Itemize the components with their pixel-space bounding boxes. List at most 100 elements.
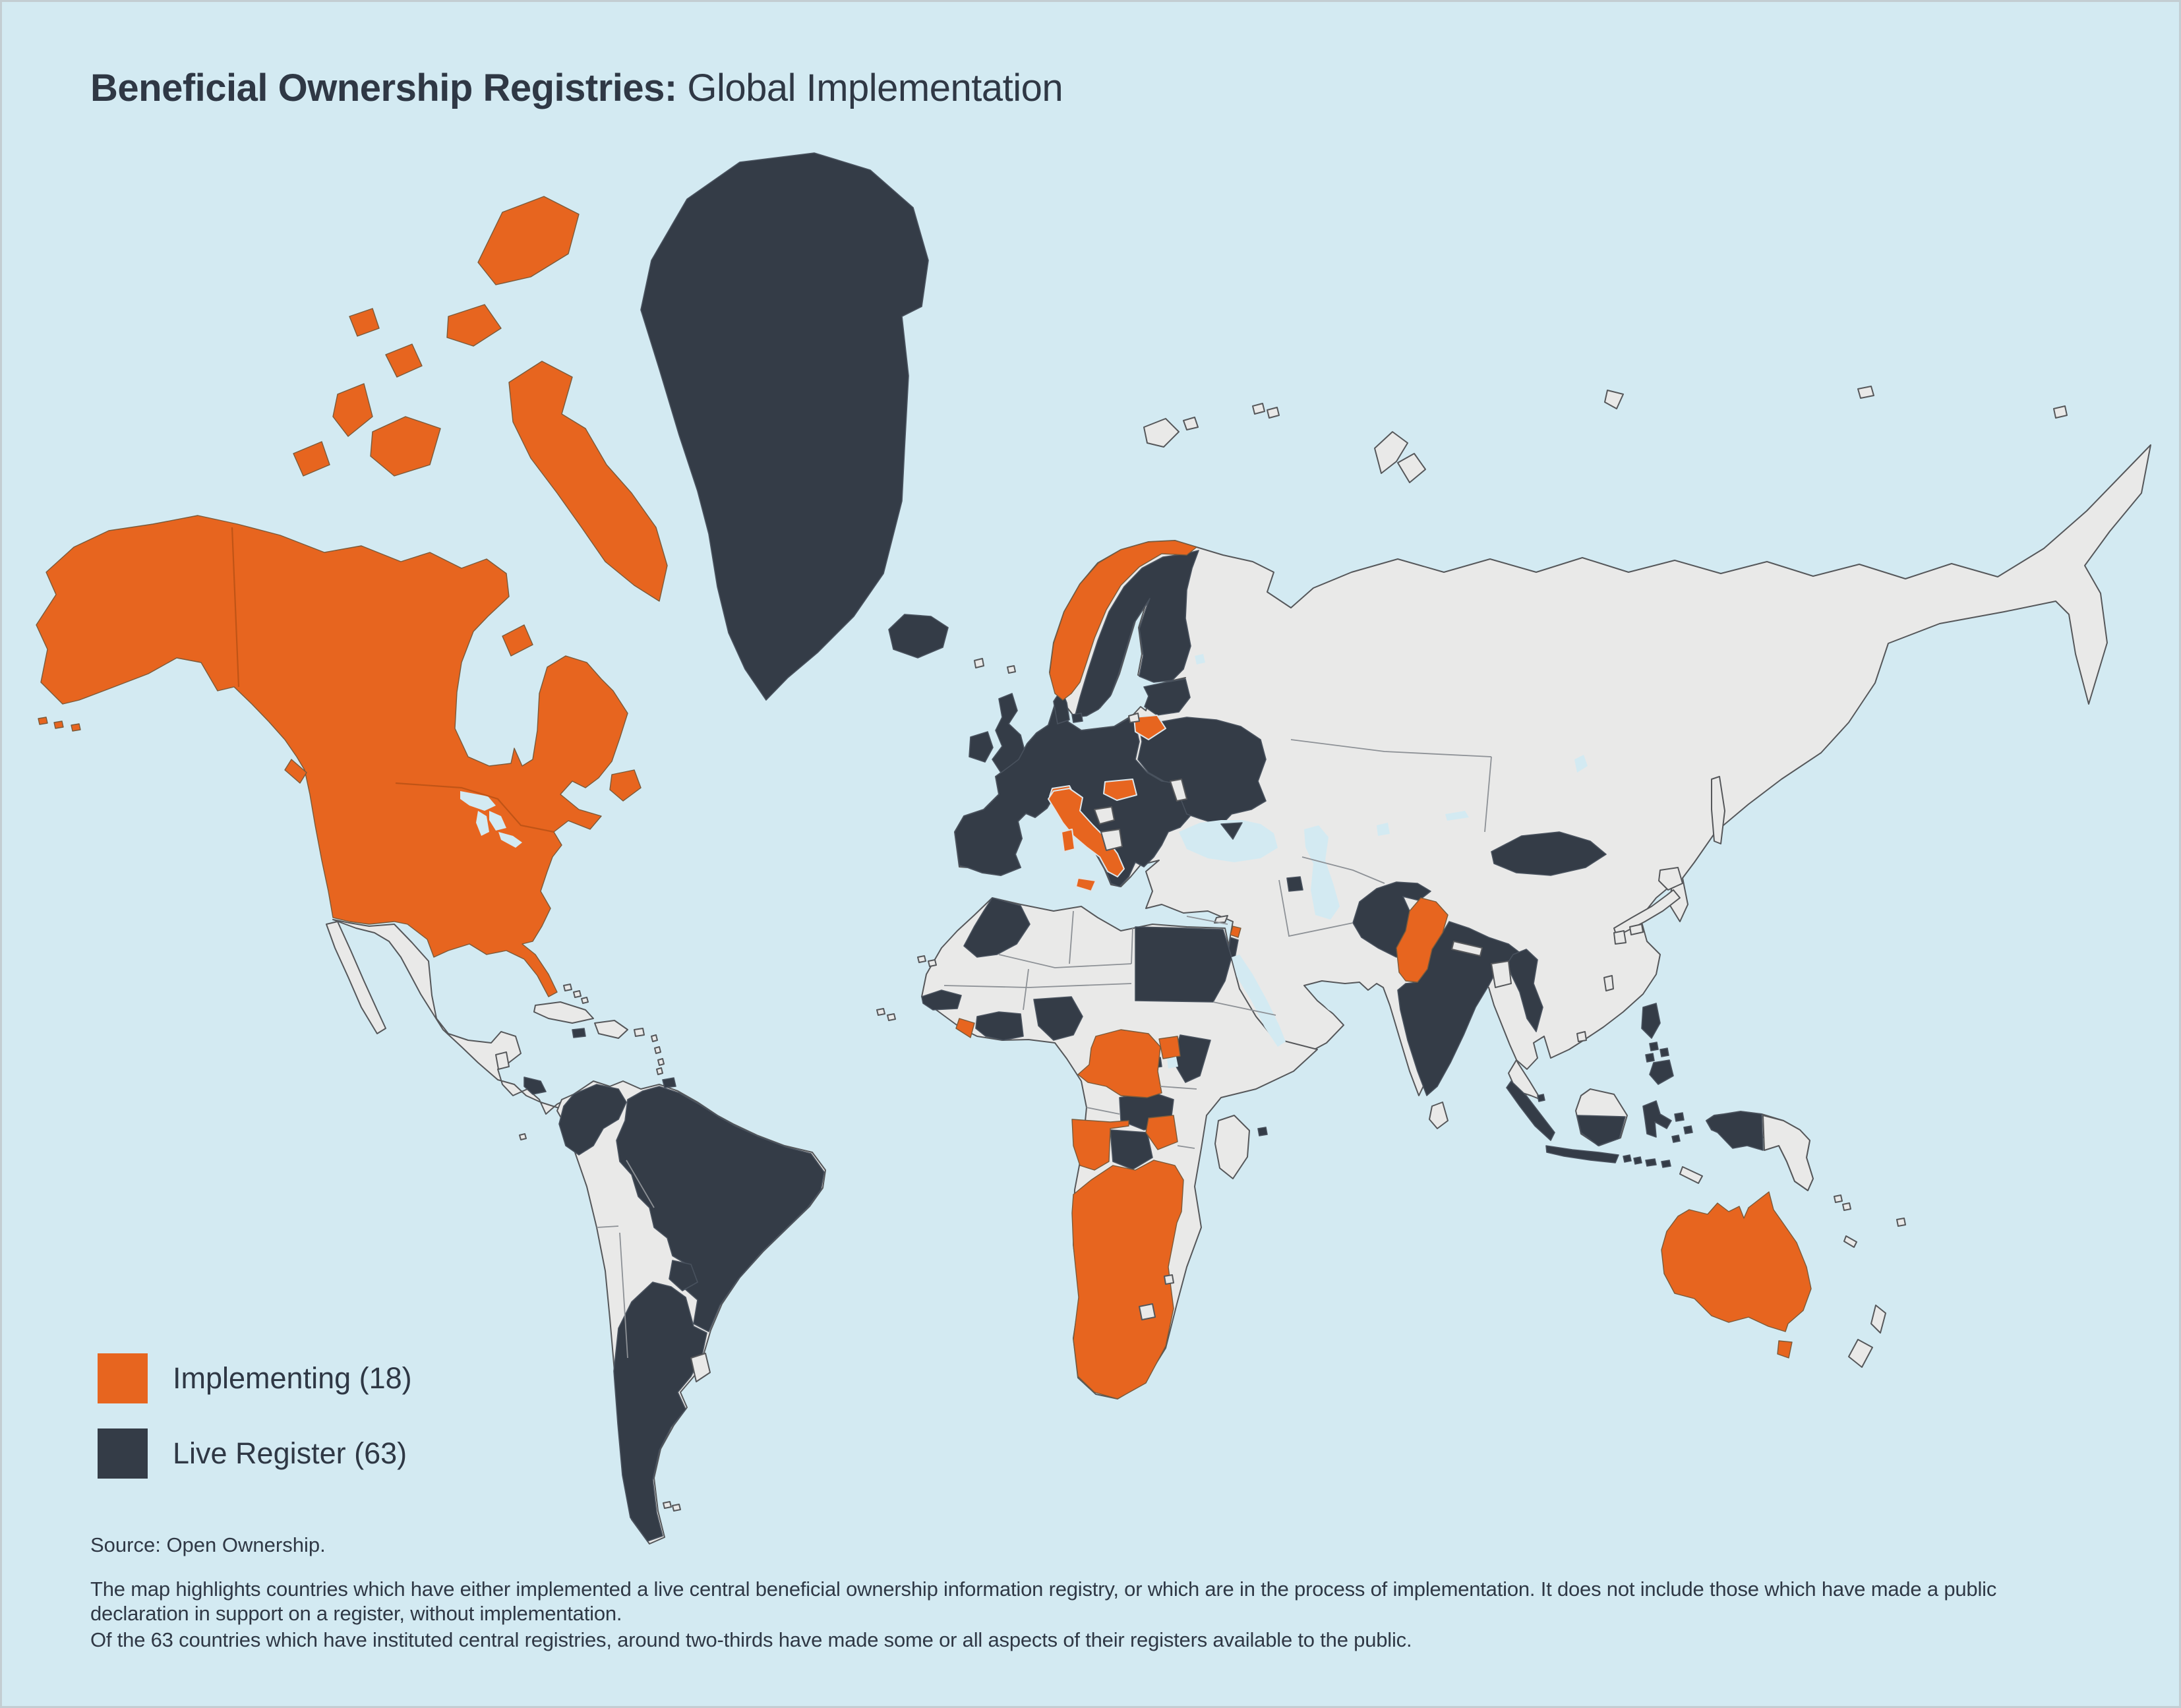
country-afghanistan-tajikistan [1352,881,1431,958]
country-ukraine [1137,717,1267,826]
country-namibia [1071,1119,1129,1171]
country-botswana [1110,1129,1153,1170]
country-dr-congo [1077,1029,1162,1098]
country-south-africa [1071,1160,1184,1399]
country-paraguay [669,1260,698,1291]
country-colombia-ecuador [558,1084,627,1156]
country-australia [1661,1191,1812,1332]
footnote-line-2: declaration in support on a register, wi… [90,1602,622,1625]
island-new-zealand-north [1870,1305,1886,1334]
islands-lesser-antilles [651,1034,665,1075]
sea-aral [1377,823,1390,836]
region-nepal [1451,941,1483,957]
island-puerto-rico [634,1028,645,1037]
lake-superior [460,791,496,811]
page-title-bold: Beneficial Ownership Registries: [90,67,677,109]
country-indonesia-sumatra [1506,1080,1555,1141]
country-argentina [613,1281,707,1542]
country-lithuania [1133,715,1166,740]
lake-victoria [1167,1057,1178,1069]
islands-pacific [1834,1194,1906,1248]
islands-arctic [1143,386,2068,483]
island-newfoundland [609,769,642,802]
island-madagascar [1214,1115,1250,1179]
country-sweden-finland [1074,550,1199,718]
lake-erie-ontario [498,832,522,848]
source-note: Source: Open Ownership. [90,1533,326,1556]
island-timor [1679,1166,1703,1184]
lake-baikal [1574,755,1588,773]
region-canadian-arctic-islands [293,196,668,657]
region-papua-new-guinea [1762,1115,1814,1191]
legend-item-implementing: Implementing (18) [98,1353,412,1403]
region-crimea-peninsula [1220,822,1243,840]
country-lebanon [1230,926,1241,938]
islands-galapagos-falklands [519,1133,681,1512]
page-title: Beneficial Ownership Registries: Global … [90,66,1063,110]
country-italy [1048,788,1125,877]
region-baja-california [326,921,386,1034]
country-morocco [963,897,1031,958]
implementing-label: Implementing (18) [173,1361,412,1395]
country-jamaica [572,1028,586,1038]
region-bosnia [1094,806,1115,825]
island-vancouver [284,759,307,784]
island-hainan [1576,1031,1587,1042]
country-senegal [921,989,962,1011]
region-mexico-central-america [332,919,585,1115]
island-sri-lanka [1429,1102,1449,1129]
island-new-zealand-south [1848,1339,1873,1368]
island-sardinia [1061,829,1075,852]
country-indonesia-papua [1706,1111,1764,1151]
country-philippines [1641,1003,1674,1085]
country-nigeria [1033,996,1083,1041]
country-ireland [969,731,994,763]
lake-huron [489,811,506,831]
country-estonia-latvia [1143,678,1191,716]
island-cyprus [1214,915,1228,924]
island-hokkaido [1658,867,1683,891]
lake-ladoga [1195,654,1205,664]
region-albania-macedonia [1100,829,1123,851]
country-uganda [1158,1036,1181,1059]
internal-borders [231,527,1492,1359]
footnote-line-1: The map highlights countries which have … [90,1577,1997,1601]
island-sakhalin [1711,776,1725,844]
island-tasmania [1777,1340,1793,1359]
island-sicily [1075,877,1096,892]
country-armenia [1286,876,1303,892]
implementing-swatch [98,1353,148,1403]
page-title-regular: Global Implementation [676,67,1063,109]
lake-michigan [476,811,489,836]
country-pakistan [1396,897,1449,983]
region-kaliningrad [1128,713,1140,723]
country-india [1397,921,1520,1096]
islands-atlantic [876,658,1016,1021]
country-indonesia-kalimantan [1576,1115,1626,1146]
region-bangladesh [1491,960,1512,988]
country-liberia [955,1018,975,1038]
islands-aleutian [38,717,81,732]
sea-red [1232,955,1286,1047]
live-register-swatch [98,1428,148,1479]
country-indonesia-sulawesi [1642,1100,1672,1138]
country-egypt [1135,926,1232,1003]
country-mauritius [1257,1127,1268,1136]
legend: Implementing (18) Live Register (63) [98,1353,412,1504]
island-taiwan [1603,975,1614,991]
country-iceland [888,614,949,659]
country-brazil [616,1086,825,1332]
footnote-line-3: Of the 63 countries which have institute… [90,1628,1412,1651]
region-lesotho [1139,1303,1156,1320]
island-hispaniola [594,1020,628,1039]
island-cuba [533,1001,594,1024]
islands-kyushu-shikoku [1613,924,1644,945]
country-indonesia-java [1545,1145,1671,1168]
region-eswatini [1164,1274,1174,1285]
legend-item-live-register: Live Register (63) [98,1428,412,1479]
country-hungary [1103,779,1137,801]
country-canada-usa [36,515,628,997]
region-uruguay [690,1353,711,1382]
lake-balkhash [1445,811,1469,821]
